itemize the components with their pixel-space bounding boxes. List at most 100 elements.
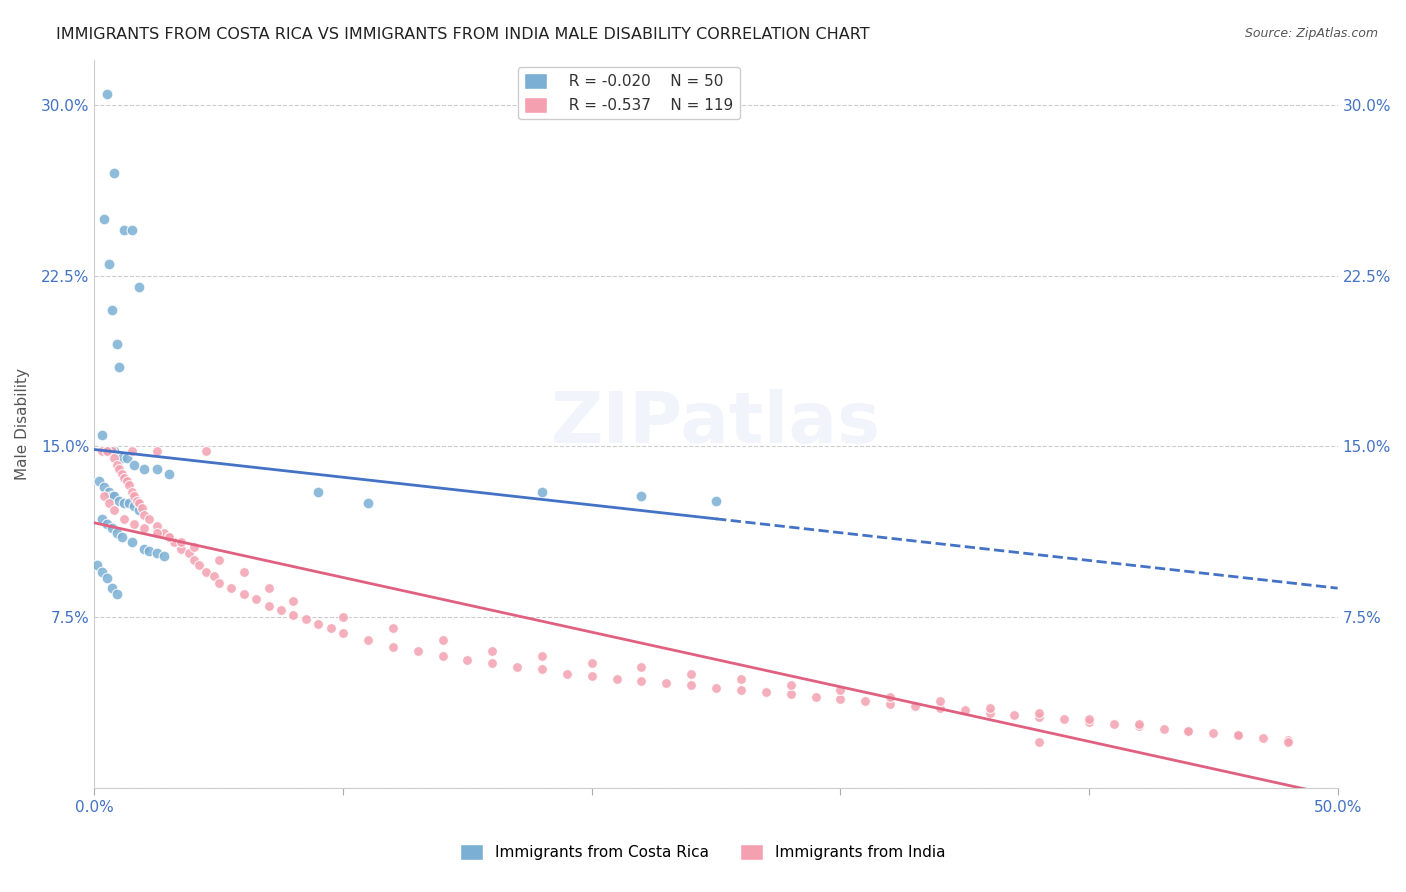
Point	[432, 632, 454, 647]
Point	[381, 640, 404, 654]
Point	[112, 223, 135, 237]
Point	[101, 581, 124, 595]
Point	[128, 503, 150, 517]
Point	[555, 667, 578, 681]
Point	[86, 558, 108, 572]
Point	[681, 678, 703, 692]
Point	[208, 576, 231, 591]
Point	[779, 688, 801, 702]
Point	[481, 644, 503, 658]
Point	[630, 490, 652, 504]
Point	[953, 703, 976, 717]
Point	[121, 223, 143, 237]
Point	[830, 682, 852, 697]
Point	[307, 616, 329, 631]
Point	[1277, 733, 1299, 747]
Point	[128, 280, 150, 294]
Point	[257, 581, 280, 595]
Point	[1153, 722, 1175, 736]
Point	[755, 685, 778, 699]
Point	[121, 444, 143, 458]
Point	[157, 467, 180, 481]
Point	[128, 496, 150, 510]
Point	[96, 444, 118, 458]
Point	[122, 458, 145, 472]
Point	[145, 462, 167, 476]
Point	[481, 656, 503, 670]
Point	[145, 525, 167, 540]
Point	[187, 558, 209, 572]
Point	[118, 478, 141, 492]
Point	[170, 541, 193, 556]
Point	[98, 257, 121, 271]
Point	[630, 660, 652, 674]
Point	[730, 682, 752, 697]
Point	[195, 444, 218, 458]
Point	[630, 673, 652, 688]
Point	[804, 690, 827, 704]
Point	[122, 490, 145, 504]
Point	[122, 516, 145, 531]
Point	[530, 662, 553, 676]
Point	[111, 531, 134, 545]
Point	[103, 490, 125, 504]
Point	[1028, 710, 1050, 724]
Point	[928, 694, 950, 708]
Point	[655, 676, 678, 690]
Point	[879, 690, 901, 704]
Point	[90, 565, 112, 579]
Point	[295, 612, 318, 626]
Point	[153, 525, 176, 540]
Point	[232, 565, 254, 579]
Point	[103, 166, 125, 180]
Point	[122, 499, 145, 513]
Point	[307, 485, 329, 500]
Point	[93, 490, 115, 504]
Point	[105, 337, 128, 351]
Point	[112, 496, 135, 510]
Point	[581, 656, 603, 670]
Point	[90, 428, 112, 442]
Point	[928, 701, 950, 715]
Point	[1202, 726, 1225, 740]
Point	[105, 525, 128, 540]
Point	[121, 485, 143, 500]
Point	[1128, 717, 1150, 731]
Point	[270, 603, 292, 617]
Legend: Immigrants from Costa Rica, Immigrants from India: Immigrants from Costa Rica, Immigrants f…	[454, 838, 952, 866]
Point	[1002, 708, 1025, 723]
Point	[111, 450, 134, 465]
Point	[98, 444, 121, 458]
Point	[134, 541, 156, 556]
Point	[134, 462, 156, 476]
Point	[332, 610, 354, 624]
Point	[145, 546, 167, 560]
Point	[157, 531, 180, 545]
Point	[406, 644, 429, 658]
Point	[115, 474, 138, 488]
Point	[96, 87, 118, 101]
Point	[138, 544, 160, 558]
Point	[112, 471, 135, 485]
Point	[879, 697, 901, 711]
Point	[1078, 714, 1101, 729]
Point	[195, 565, 218, 579]
Point	[93, 211, 115, 226]
Point	[90, 512, 112, 526]
Point	[96, 444, 118, 458]
Point	[108, 494, 131, 508]
Point	[103, 503, 125, 517]
Point	[145, 519, 167, 533]
Point	[163, 535, 186, 549]
Point	[134, 508, 156, 522]
Point	[779, 678, 801, 692]
Point	[979, 701, 1001, 715]
Point	[105, 587, 128, 601]
Point	[332, 626, 354, 640]
Point	[183, 540, 205, 554]
Point	[170, 535, 193, 549]
Point	[138, 512, 160, 526]
Point	[904, 698, 927, 713]
Point	[432, 648, 454, 663]
Point	[103, 444, 125, 458]
